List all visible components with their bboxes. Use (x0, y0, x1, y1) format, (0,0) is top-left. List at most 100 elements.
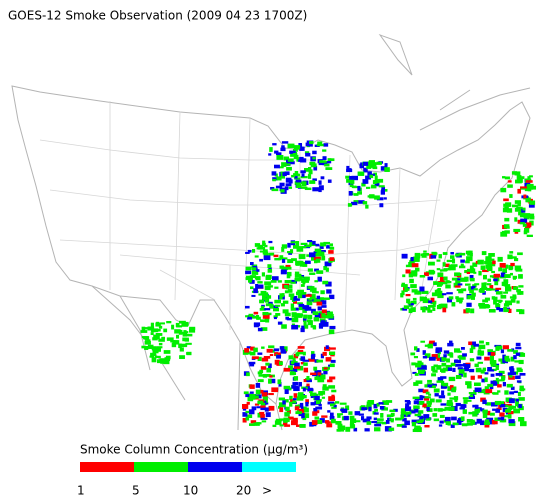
smoke-pixel (494, 400, 502, 405)
smoke-pixel (327, 379, 333, 383)
smoke-pixel (365, 175, 371, 180)
smoke-pixel (279, 296, 283, 300)
smoke-pixel (432, 303, 436, 307)
smoke-pixel (262, 312, 269, 316)
smoke-pixel (384, 167, 390, 172)
smoke-pixel (337, 423, 343, 429)
smoke-pixel (299, 402, 304, 407)
smoke-pixel (272, 276, 279, 281)
smoke-pixel (325, 281, 332, 287)
smoke-pixel (527, 176, 531, 179)
smoke-pixel (522, 223, 527, 227)
smoke-pixel (515, 398, 519, 404)
smoke-pixel (428, 356, 436, 361)
smoke-pixel (145, 338, 149, 341)
smoke-pixel (313, 408, 318, 412)
smoke-pixel (258, 247, 266, 250)
smoke-pixel (288, 293, 295, 297)
smoke-pixel (291, 258, 297, 262)
smoke-pixel (471, 292, 476, 297)
smoke-pixel (348, 411, 353, 415)
smoke-pixel (263, 251, 268, 256)
smoke-pixel (417, 367, 424, 371)
smoke-pixel (287, 271, 292, 277)
smoke-pixel (492, 260, 496, 265)
smoke-pixel (250, 275, 257, 279)
smoke-pixel (185, 342, 192, 345)
smoke-pixel (374, 409, 379, 412)
smoke-pixel (349, 422, 355, 426)
smoke-pixel (309, 421, 314, 427)
smoke-pixel (291, 317, 299, 323)
smoke-pixel (288, 365, 293, 371)
smoke-pixel (312, 150, 317, 155)
smoke-pixel (289, 371, 295, 376)
smoke-pixel (260, 405, 266, 409)
smoke-pixel (251, 294, 256, 297)
smoke-pixel (297, 346, 305, 349)
smoke-pixel (428, 393, 432, 396)
smoke-pixel (435, 347, 443, 352)
smoke-pixel (379, 406, 385, 410)
smoke-pixel (281, 293, 285, 297)
smoke-pixel (517, 252, 523, 256)
smoke-pixel (330, 403, 335, 407)
smoke-pixel (248, 313, 254, 317)
smoke-pixel (376, 197, 384, 201)
smoke-pixel (292, 400, 297, 403)
smoke-pixel (305, 306, 312, 311)
smoke-pixel (490, 380, 498, 385)
smoke-pixel (428, 261, 435, 266)
smoke-pixel (373, 417, 378, 421)
smoke-pixel (319, 250, 326, 253)
smoke-pixel (304, 277, 310, 283)
smoke-pixel (263, 255, 271, 261)
smoke-pixel (477, 349, 482, 352)
smoke-pixel (517, 291, 522, 295)
smoke-pixel (485, 403, 491, 406)
smoke-pixel (351, 201, 358, 206)
smoke-pixel (410, 284, 417, 289)
smoke-pixel (315, 406, 323, 410)
smoke-pixel (315, 243, 320, 247)
smoke-pixel (460, 288, 467, 292)
smoke-pixel (319, 160, 326, 163)
smoke-pixel (515, 342, 521, 347)
smoke-pixel (273, 315, 278, 318)
smoke-pixel (408, 262, 414, 267)
smoke-pixel (514, 258, 519, 262)
smoke-pixel (251, 315, 257, 319)
smoke-pixel (245, 266, 252, 271)
smoke-pixel (313, 366, 318, 371)
smoke-pixel (273, 317, 277, 320)
smoke-pixel (316, 359, 323, 363)
smoke-pixel (414, 254, 421, 259)
smoke-pixel (502, 407, 508, 412)
smoke-pixel (272, 177, 278, 181)
smoke-pixel (446, 259, 453, 263)
smoke-pixel (515, 268, 523, 272)
smoke-pixel (529, 220, 534, 226)
smoke-pixel (409, 278, 414, 284)
smoke-pixel (150, 352, 157, 357)
smoke-pixel (265, 319, 270, 323)
smoke-pixel (262, 240, 266, 245)
smoke-pixel (480, 369, 485, 374)
smoke-pixel (157, 328, 161, 332)
smoke-pixel (259, 411, 265, 415)
smoke-pixel (281, 162, 287, 167)
smoke-pixel (379, 203, 384, 208)
smoke-pixel (376, 402, 380, 407)
smoke-pixel (430, 255, 437, 259)
smoke-pixel (487, 278, 492, 282)
smoke-pixel (246, 372, 250, 377)
smoke-pixel (330, 418, 336, 424)
smoke-pixel (314, 248, 322, 252)
smoke-pixel (463, 372, 467, 378)
smoke-pixel (529, 184, 533, 189)
smoke-pixel (406, 298, 411, 304)
smoke-pixel (465, 283, 471, 286)
smoke-pixel (297, 349, 304, 352)
smoke-pixel (281, 244, 288, 249)
smoke-pixel (421, 365, 427, 370)
